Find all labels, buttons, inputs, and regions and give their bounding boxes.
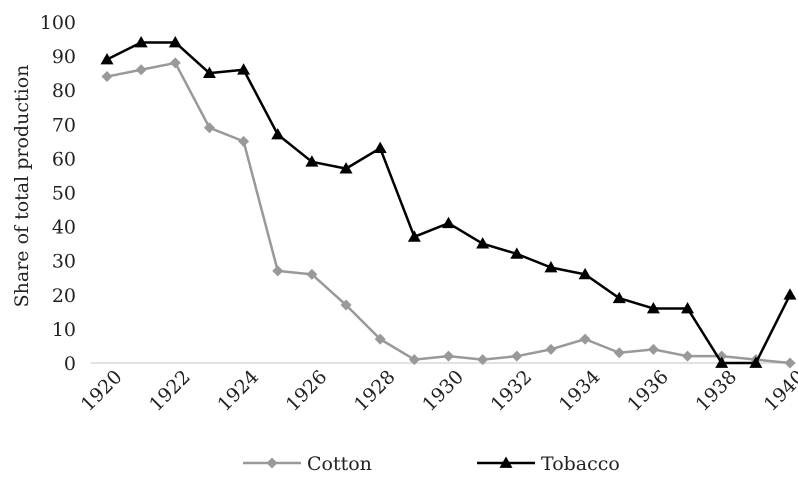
cotton-marker	[443, 350, 454, 362]
y-tick-label: 10	[52, 319, 76, 341]
cotton-marker	[784, 357, 796, 369]
legend-item-cotton: Cotton	[243, 453, 372, 475]
legend-label: Tobacco	[541, 453, 620, 475]
cotton-marker	[579, 333, 591, 345]
y-tick-label: 60	[52, 148, 76, 170]
cotton-marker	[203, 122, 215, 134]
x-tick-label: 1936	[623, 366, 673, 416]
tobacco-marker	[715, 356, 729, 368]
y-tick-label: 80	[52, 80, 76, 102]
tobacco-marker	[476, 237, 490, 249]
tobacco-marker	[578, 267, 592, 280]
x-tick-label: 1932	[487, 366, 537, 416]
y-axis-title: Share of total production	[11, 65, 33, 308]
tobacco-series	[100, 35, 797, 368]
x-tick-label: 1926	[282, 366, 332, 416]
tobacco-marker	[271, 128, 285, 140]
tobacco-marker	[100, 53, 114, 65]
cotton-marker	[511, 350, 523, 362]
tobacco-marker	[510, 247, 524, 259]
tobacco-marker	[237, 63, 251, 75]
y-tick-label: 50	[52, 183, 76, 205]
legend-item-tobacco: Tobacco	[477, 453, 620, 475]
tobacco-marker	[339, 162, 353, 174]
y-axis-tick-labels: 0 10 20 30 40 50 60 70 80 90 100	[40, 12, 76, 375]
cotton-marker	[682, 350, 694, 362]
tobacco-marker	[134, 35, 148, 48]
series-layer	[100, 35, 797, 369]
tobacco-marker	[407, 230, 421, 242]
cotton-marker	[169, 57, 181, 69]
legend: Cotton Tobacco	[243, 453, 620, 475]
tobacco-marker	[305, 155, 319, 167]
tobacco-marker	[373, 141, 387, 154]
cotton-marker	[101, 71, 113, 83]
cotton-marker	[374, 333, 386, 345]
x-tick-label: 1922	[145, 366, 195, 416]
x-tick-label: 1938	[691, 366, 741, 416]
cotton-marker	[340, 299, 352, 311]
y-tick-label: 100	[40, 12, 76, 34]
x-tick-label: 1928	[350, 366, 400, 416]
tobacco-marker	[168, 35, 182, 48]
tobacco-marker	[646, 301, 660, 314]
y-tick-label: 90	[52, 46, 76, 68]
cotton-marker	[545, 343, 557, 355]
tobacco-marker	[783, 288, 797, 300]
cotton-marker	[647, 343, 659, 355]
cotton-marker	[306, 268, 318, 280]
cotton-marker	[238, 135, 250, 147]
x-tick-label: 1930	[418, 366, 468, 416]
y-tick-label: 40	[52, 217, 76, 239]
legend-marker	[499, 456, 513, 468]
y-tick-label: 70	[52, 114, 76, 136]
legend-marker	[266, 457, 278, 469]
x-axis-tick-labels: 1920 1922 1924 1926 1928 1930 1932 1934 1936 1938…	[77, 366, 798, 416]
legend-label: Cotton	[307, 453, 372, 475]
cotton-marker	[477, 354, 489, 366]
cotton-marker	[408, 354, 420, 366]
x-tick-label: 1924	[213, 366, 263, 416]
y-tick-label: 30	[52, 251, 76, 273]
x-tick-label: 1920	[77, 366, 127, 416]
tobacco-marker	[442, 216, 455, 229]
cotton-series	[101, 57, 796, 369]
cotton-line	[106, 61, 791, 365]
cotton-marker	[135, 64, 147, 76]
tobacco-marker	[544, 261, 558, 273]
x-tick-label: 1934	[555, 366, 605, 416]
y-tick-label: 0	[64, 353, 76, 375]
tobacco-line	[106, 41, 792, 365]
tobacco-marker	[681, 301, 695, 314]
tobacco-marker	[749, 356, 763, 368]
x-tick-label: 1940	[760, 366, 798, 416]
tobacco-marker	[202, 66, 216, 79]
cotton-marker	[272, 265, 284, 277]
tobacco-marker	[612, 291, 626, 304]
y-tick-label: 20	[52, 285, 76, 307]
cotton-marker	[613, 347, 625, 359]
